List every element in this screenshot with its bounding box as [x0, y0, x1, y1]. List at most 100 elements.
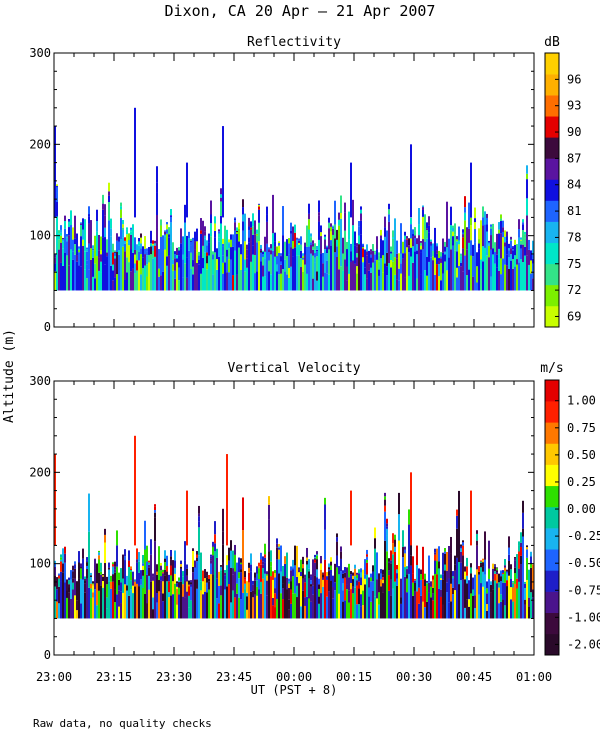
data-cell: [458, 244, 460, 266]
data-cell: [502, 220, 504, 228]
data-cell: [170, 595, 172, 619]
data-cell: [528, 606, 530, 619]
data-cell: [114, 255, 116, 259]
data-cell: [88, 214, 90, 217]
colorbar-tick-label: 0.00: [567, 502, 596, 516]
data-cell: [152, 580, 154, 598]
data-cell: [256, 580, 258, 587]
data-cell: [346, 249, 348, 253]
data-cell: [414, 580, 416, 583]
data-cell: [100, 585, 102, 619]
data-cell: [64, 562, 66, 583]
data-cell: [518, 219, 520, 230]
data-cell: [438, 264, 440, 277]
data-cell: [128, 240, 130, 246]
data-cell: [174, 270, 176, 279]
data-cell: [526, 255, 528, 291]
data-cell: [138, 586, 140, 619]
data-cell: [308, 578, 310, 599]
data-cell: [266, 221, 268, 244]
data-cell: [176, 586, 178, 590]
data-cell: [334, 224, 336, 239]
data-cell: [146, 603, 148, 619]
data-cell: [426, 582, 428, 584]
data-cell: [178, 267, 180, 281]
data-cell: [506, 573, 508, 581]
data-cell: [444, 548, 446, 552]
data-cell: [392, 237, 394, 239]
data-cell: [378, 252, 380, 256]
data-cell: [64, 228, 66, 253]
data-cell: [454, 555, 456, 565]
data-cell: [504, 264, 506, 291]
data-cell: [502, 570, 504, 573]
data-cell: [124, 556, 126, 561]
data-cell: [264, 276, 266, 291]
data-cell: [176, 589, 178, 605]
data-cell: [428, 225, 430, 233]
data-cell: [150, 230, 152, 244]
data-cell: [220, 570, 222, 573]
data-cell: [100, 254, 102, 262]
data-cell: [92, 585, 94, 593]
data-cell: [432, 260, 434, 291]
data-cell: [406, 574, 408, 579]
data-cell: [302, 255, 304, 257]
data-cell: [130, 580, 132, 590]
data-cell: [72, 227, 74, 240]
data-cell: [206, 252, 208, 257]
data-cell: [306, 560, 308, 565]
data-cell: [528, 264, 530, 291]
data-cell: [102, 581, 104, 588]
data-cell: [430, 597, 432, 611]
data-cell: [112, 562, 114, 565]
data-cell: [130, 569, 132, 572]
data-cell: [236, 562, 238, 584]
data-cell: [294, 232, 296, 248]
data-cell: [60, 559, 62, 562]
data-cell: [482, 560, 484, 563]
data-cell: [300, 236, 302, 245]
data-cell: [310, 245, 312, 254]
data-cell: [322, 252, 324, 264]
data-cell: [420, 574, 422, 580]
data-cell: [510, 564, 512, 570]
data-cell: [340, 551, 342, 559]
data-cell: [182, 277, 184, 291]
data-cell: [278, 249, 280, 253]
data-cell: [68, 577, 70, 581]
data-cell: [488, 244, 490, 246]
data-cell: [508, 560, 510, 576]
data-cell: [130, 249, 132, 272]
data-cell: [328, 569, 330, 572]
data-cell: [392, 261, 394, 291]
data-cell: [142, 569, 144, 576]
data-cell: [476, 266, 478, 283]
data-cell: [234, 554, 236, 572]
data-cell: [414, 582, 416, 591]
data-cell: [314, 575, 316, 619]
data-cell: [208, 579, 210, 582]
data-cell: [278, 252, 280, 275]
data-cell: [518, 229, 520, 238]
data-cell: [268, 260, 270, 272]
data-cell: [440, 574, 442, 579]
data-cell: [254, 580, 256, 595]
data-cell: [362, 569, 364, 591]
data-cell: [182, 236, 184, 255]
data-cell: [366, 559, 368, 563]
data-cell: [286, 552, 288, 578]
data-cell: [124, 560, 126, 585]
data-cell: [118, 572, 120, 580]
data-cell: [206, 577, 208, 583]
data-cell: [244, 241, 246, 260]
data-cell: [524, 246, 526, 256]
data-cell: [114, 258, 116, 278]
data-cell: [120, 238, 122, 291]
data-cell: [272, 250, 274, 291]
data-cell: [464, 579, 466, 608]
data-cell: [160, 225, 162, 237]
data-cell: [164, 249, 166, 291]
data-cell: [396, 578, 398, 586]
data-cell: [192, 274, 194, 291]
